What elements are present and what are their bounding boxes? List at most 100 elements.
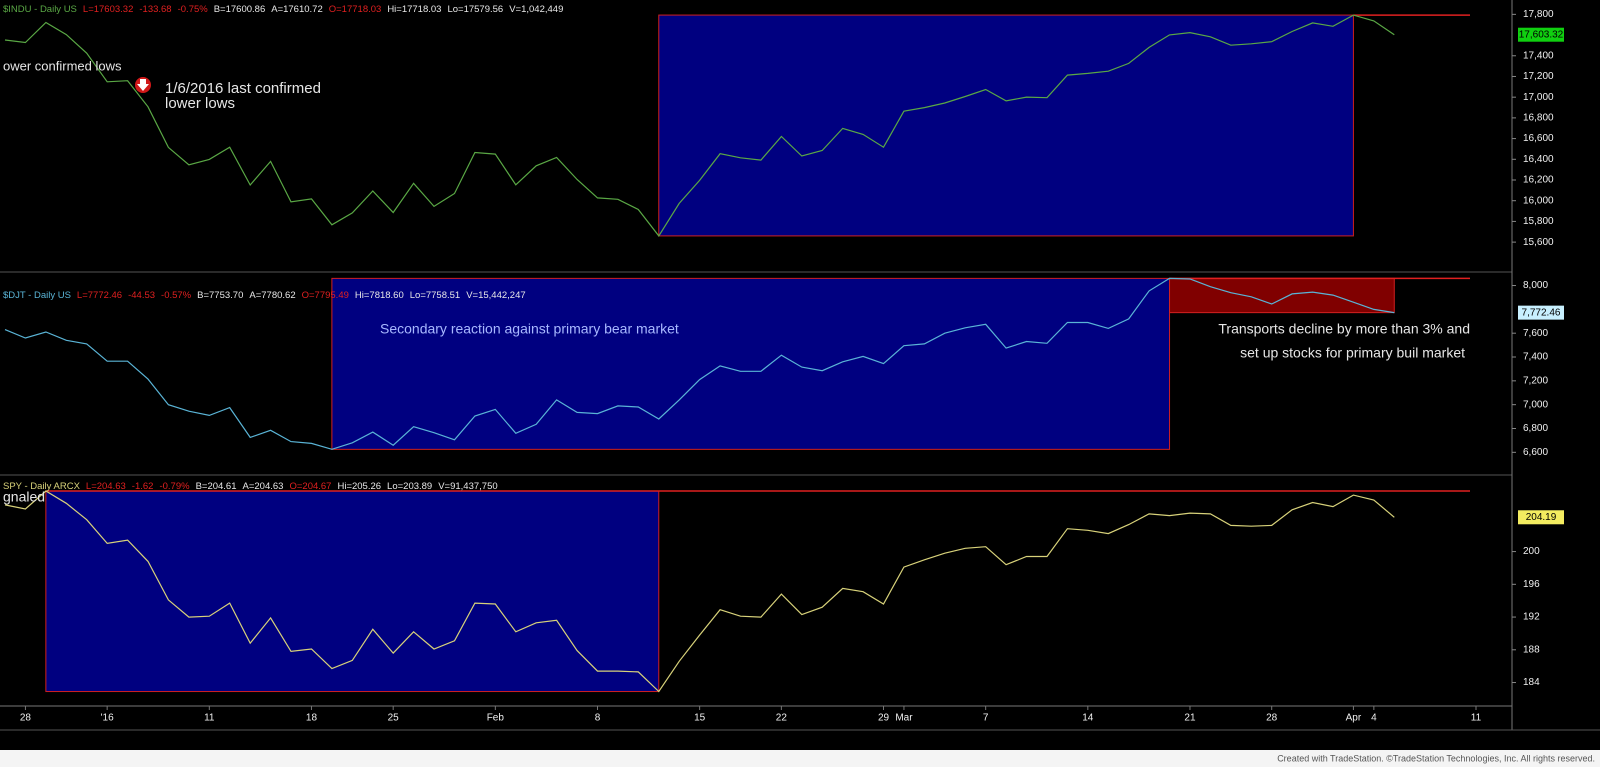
legend-item: B=17600.86 [214, 4, 266, 15]
y-tick-label: 15,600 [1523, 237, 1554, 248]
x-tick-label: 11 [204, 713, 215, 724]
annotation: set up stocks for primary buil market [1240, 345, 1465, 361]
annotation: gnaled [3, 489, 45, 505]
footer-band [0, 750, 1600, 767]
legend-item: SPY - Daily ARCX [3, 481, 81, 492]
y-tick-label: 7,400 [1523, 352, 1548, 363]
legend-item: Lo=7758.51 [410, 290, 460, 301]
y-tick-label: 7,600 [1523, 328, 1548, 339]
y-tick-label: 184 [1523, 677, 1540, 688]
legend-item: V=15,442,247 [466, 290, 525, 301]
x-tick-label: 25 [388, 713, 400, 724]
range-box [45, 490, 660, 693]
annotation: Secondary reaction against primary bear … [380, 321, 679, 337]
x-tick-label: 7 [983, 713, 989, 724]
y-tick-label: 16,600 [1523, 133, 1554, 144]
legend-item: -0.57% [161, 290, 192, 301]
price-tag-label: 204.19 [1526, 512, 1557, 523]
legend-item: O=17718.03 [329, 4, 382, 15]
price-tag [1518, 27, 1564, 42]
legend-item: V=1,042,449 [509, 4, 563, 15]
annotation: lower lows [165, 95, 235, 112]
y-tick-label: 7,200 [1523, 375, 1548, 386]
price-tag [1518, 305, 1564, 320]
legend-item: Hi=7818.60 [355, 290, 404, 301]
y-tick-label: 16,800 [1523, 113, 1554, 124]
legend-item: L=7772.46 [77, 290, 122, 301]
y-tick-label: 196 [1523, 579, 1540, 590]
y-tick-label: 192 [1523, 612, 1540, 623]
price-line [4, 277, 1395, 450]
price-tag-label: 7,772.46 [1522, 307, 1561, 318]
y-tick-label: 17,000 [1523, 92, 1554, 103]
y-tick-label: 17,800 [1523, 9, 1554, 20]
annotation: 1/6/2016 last confirmed [165, 80, 321, 97]
legend-item: $DJT - Daily US [3, 290, 71, 301]
x-tick-label: 15 [694, 713, 706, 724]
y-tick-label: 6,600 [1523, 447, 1548, 458]
x-tick-label: Feb [487, 713, 505, 724]
legend-item: O=7795.49 [302, 290, 349, 301]
legend-item: Lo=203.89 [387, 481, 432, 492]
legend-item: B=7753.70 [197, 290, 243, 301]
legend-item: Hi=205.26 [337, 481, 381, 492]
price-line [4, 490, 1395, 693]
range-box [331, 277, 1171, 450]
y-tick-label: 6,800 [1523, 423, 1548, 434]
x-tick-label: Mar [895, 713, 913, 724]
x-tick-label: 29 [878, 713, 890, 724]
legend-item: -1.62 [132, 481, 154, 492]
x-tick-label: 22 [776, 713, 788, 724]
legend-header: $INDU - Daily US L=17603.32 -133.68 -0.75% B… [3, 4, 563, 15]
y-tick-label: 8,000 [1523, 280, 1548, 291]
x-tick-label: 28 [1266, 713, 1278, 724]
legend-header: SPY - Daily ARCX L=204.63 -1.62 -0.79% B=204… [3, 481, 498, 492]
legend-item: -44.53 [128, 290, 155, 301]
y-tick-label: 16,000 [1523, 195, 1554, 206]
y-tick-label: 188 [1523, 644, 1540, 655]
y-tick-label: 200 [1523, 546, 1540, 557]
down-arrow-icon [135, 77, 151, 93]
y-tick-label: 16,200 [1523, 175, 1554, 186]
credit: Created with TradeStation. ©TradeStation… [1277, 753, 1595, 763]
y-tick-label: 16,400 [1523, 154, 1554, 165]
annotation: ower confirmed lows [3, 58, 122, 73]
legend-item: A=7780.62 [249, 290, 295, 301]
x-tick-label: 11 [1471, 713, 1482, 724]
plot-layer: 28 '16 11 18 25 Feb 8 15 22 29 Mar 7 14 21 28 Apr 4 11 15,… [3, 4, 1564, 724]
x-tick-label: 21 [1184, 713, 1196, 724]
price-tag [1518, 510, 1564, 525]
legend-item: $INDU - Daily US [3, 4, 77, 15]
legend-item: O=204.67 [289, 481, 331, 492]
y-tick-label: 17,400 [1523, 50, 1554, 61]
x-tick-label: 4 [1371, 713, 1377, 724]
range-box [658, 14, 1354, 237]
y-tick-label: 7,000 [1523, 399, 1548, 410]
legend-item: -0.75% [178, 4, 209, 15]
legend-item: B=204.61 [196, 481, 237, 492]
x-tick-label: '16 [101, 713, 114, 724]
legend-item: Hi=17718.03 [387, 4, 441, 15]
legend-item: A=204.63 [243, 481, 284, 492]
x-tick-label: 18 [306, 713, 318, 724]
x-tick-label: 14 [1082, 713, 1094, 724]
y-tick-label: 15,800 [1523, 216, 1554, 227]
annotation: Transports decline by more than 3% and [1218, 321, 1470, 337]
legend-item: A=17610.72 [271, 4, 323, 15]
legend-item: Lo=17579.56 [447, 4, 503, 15]
legend-item: -0.79% [159, 481, 190, 492]
legend-item: V=91,437,750 [438, 481, 497, 492]
legend-header: $DJT - Daily US L=7772.46 -44.53 -0.57% B=77… [3, 290, 526, 301]
price-line [4, 14, 1395, 237]
x-tick-label: 8 [595, 713, 601, 724]
legend-item: -133.68 [139, 4, 171, 15]
x-tick-label: 28 [20, 713, 32, 724]
y-tick-label: 17,200 [1523, 71, 1554, 82]
x-tick-label: Apr [1346, 713, 1362, 724]
legend-item: L=17603.32 [83, 4, 133, 15]
legend-item: L=204.63 [86, 481, 126, 492]
price-tag-label: 17,603.32 [1519, 29, 1564, 40]
